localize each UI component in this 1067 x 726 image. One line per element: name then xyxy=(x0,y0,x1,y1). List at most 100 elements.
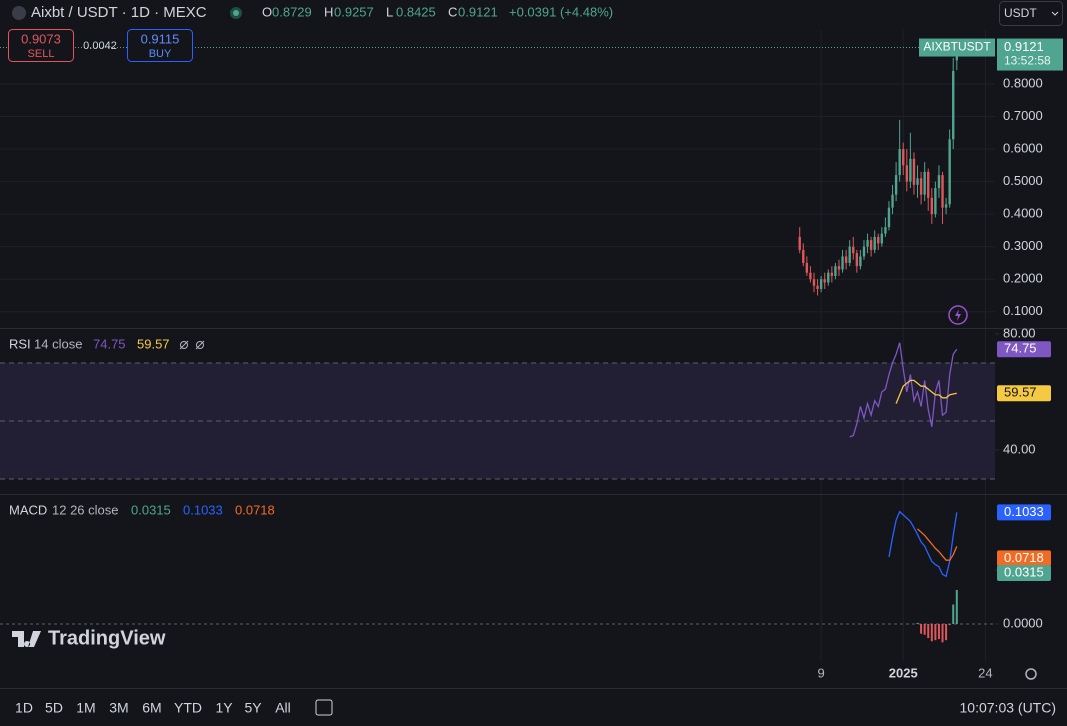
settings-icon[interactable] xyxy=(1025,668,1037,680)
y-tick-label: 40.00 xyxy=(1003,441,1036,456)
candle-body xyxy=(944,204,948,208)
rsi-ma-value: 59.57 xyxy=(137,336,170,351)
ohlc-value: 0.9121 xyxy=(458,4,498,19)
timeframe[interactable]: All xyxy=(275,700,291,716)
symbol[interactable]: Aixbt / USDT · 1D · MEXC xyxy=(31,4,207,21)
rsi-value: 74.75 xyxy=(93,336,126,351)
candle-body xyxy=(919,178,923,195)
countdown: 13:52:58 xyxy=(1004,54,1051,68)
candle-body xyxy=(866,240,869,247)
y-tick-label: 0.5000 xyxy=(1003,173,1043,188)
histogram-bar xyxy=(920,623,923,634)
histogram-bar xyxy=(945,623,948,641)
clock: 10:07:03 (UTC) xyxy=(960,700,1056,716)
y-tick-label: 0.2000 xyxy=(1003,271,1043,286)
timeframe[interactable]: 1Y xyxy=(215,700,233,716)
candle-body xyxy=(912,158,916,185)
macd-value: 0.1033 xyxy=(183,502,223,517)
histogram-bar xyxy=(927,623,930,639)
alert-icon[interactable] xyxy=(948,305,968,325)
timeframe[interactable]: 5D xyxy=(45,700,63,716)
rsi-title: RSI xyxy=(9,336,31,351)
y-tick-label: 0.3000 xyxy=(1003,238,1043,253)
candle-body xyxy=(909,158,912,182)
candle-body xyxy=(948,139,951,205)
x-tick-label: 24 xyxy=(978,665,992,680)
y-tick-label: 0.0000 xyxy=(1003,615,1043,630)
y-tick-label: 0.4000 xyxy=(1003,206,1043,221)
x-tick-label: 2025 xyxy=(889,665,918,680)
buy-price[interactable]: 0.9115 xyxy=(141,31,180,46)
candle-body xyxy=(823,279,826,283)
timeframe[interactable]: 6M xyxy=(142,700,161,716)
ohlc-legend: O 0.8729 H 0.9257 L 0.8425 C 0.9121 xyxy=(262,4,498,19)
spread: 0.0042 xyxy=(83,40,117,52)
candle-body xyxy=(834,266,837,276)
value-box xyxy=(997,385,1051,402)
candle-body xyxy=(887,207,891,228)
candle-body xyxy=(852,246,855,254)
rsi-params: 14 close xyxy=(34,336,82,351)
ohlc-value: 0.8729 xyxy=(272,4,312,19)
candle-body xyxy=(877,236,880,244)
timeframe[interactable]: 1M xyxy=(76,700,95,716)
candle-body xyxy=(844,256,848,263)
change: +0.0391 (+4.48%) xyxy=(509,4,613,19)
value-box xyxy=(997,564,1051,581)
timeframe[interactable]: YTD xyxy=(174,700,202,716)
candle-body xyxy=(898,149,901,176)
timeframe[interactable]: 5Y xyxy=(244,700,262,716)
candle-body xyxy=(891,194,894,208)
y-tick-label: 80.00 xyxy=(1003,325,1036,340)
grid xyxy=(0,30,999,662)
candle-body xyxy=(884,227,887,234)
ohlc-value: 0.8425 xyxy=(396,4,436,19)
value-box-label: 0.0718 xyxy=(1004,550,1044,565)
candle-body xyxy=(830,272,834,276)
symbol-logo xyxy=(12,6,26,20)
timeframe[interactable]: 1D xyxy=(15,700,33,716)
histogram-bar xyxy=(952,604,955,624)
candle-body xyxy=(816,285,819,289)
calendar-icon[interactable] xyxy=(315,699,333,716)
ohlc-label: H xyxy=(324,4,333,19)
timeframe[interactable]: 3M xyxy=(109,700,128,716)
candle-body xyxy=(802,249,805,263)
currency-select[interactable] xyxy=(999,1,1063,26)
buy-button[interactable] xyxy=(127,29,193,62)
candle-body xyxy=(819,279,823,289)
candle-body xyxy=(927,171,930,198)
candle-body xyxy=(916,178,919,185)
histogram-bar xyxy=(934,623,937,641)
last-price-box xyxy=(997,38,1063,71)
histogram-bar xyxy=(937,623,940,640)
alert-bolt xyxy=(955,309,961,321)
chevron xyxy=(1051,11,1059,16)
indicator-line xyxy=(895,379,957,404)
buy-label[interactable]: BUY xyxy=(149,48,172,60)
sell-price[interactable]: 0.9073 xyxy=(21,31,61,46)
y-tick-label: 0.6000 xyxy=(1003,141,1043,156)
currency[interactable]: USDT xyxy=(1004,6,1037,20)
value-box-label: 0.1033 xyxy=(1004,504,1044,519)
candle-body xyxy=(809,272,812,280)
histogram-bar xyxy=(948,623,951,626)
hidden-icons xyxy=(179,340,205,350)
logo[interactable]: TradingView xyxy=(48,627,166,649)
sell-label[interactable]: SELL xyxy=(28,48,55,60)
histogram-bar xyxy=(923,623,926,635)
ticker-label: AIXBTUSDT xyxy=(923,40,991,54)
value-box-label: 0.0315 xyxy=(1004,564,1044,579)
candle-body xyxy=(812,279,816,286)
candle-body xyxy=(848,246,851,263)
y-tick-label: 0.1000 xyxy=(1003,303,1043,318)
candle-body xyxy=(923,171,926,195)
signal-value: 0.0718 xyxy=(235,502,275,517)
candle-body xyxy=(894,175,898,195)
indicator-line xyxy=(888,510,958,578)
sell-button[interactable] xyxy=(8,29,74,62)
ticker-label-box xyxy=(919,38,995,57)
x-tick-label: 9 xyxy=(818,665,825,680)
value-box xyxy=(997,504,1051,521)
candle-body xyxy=(855,253,859,267)
